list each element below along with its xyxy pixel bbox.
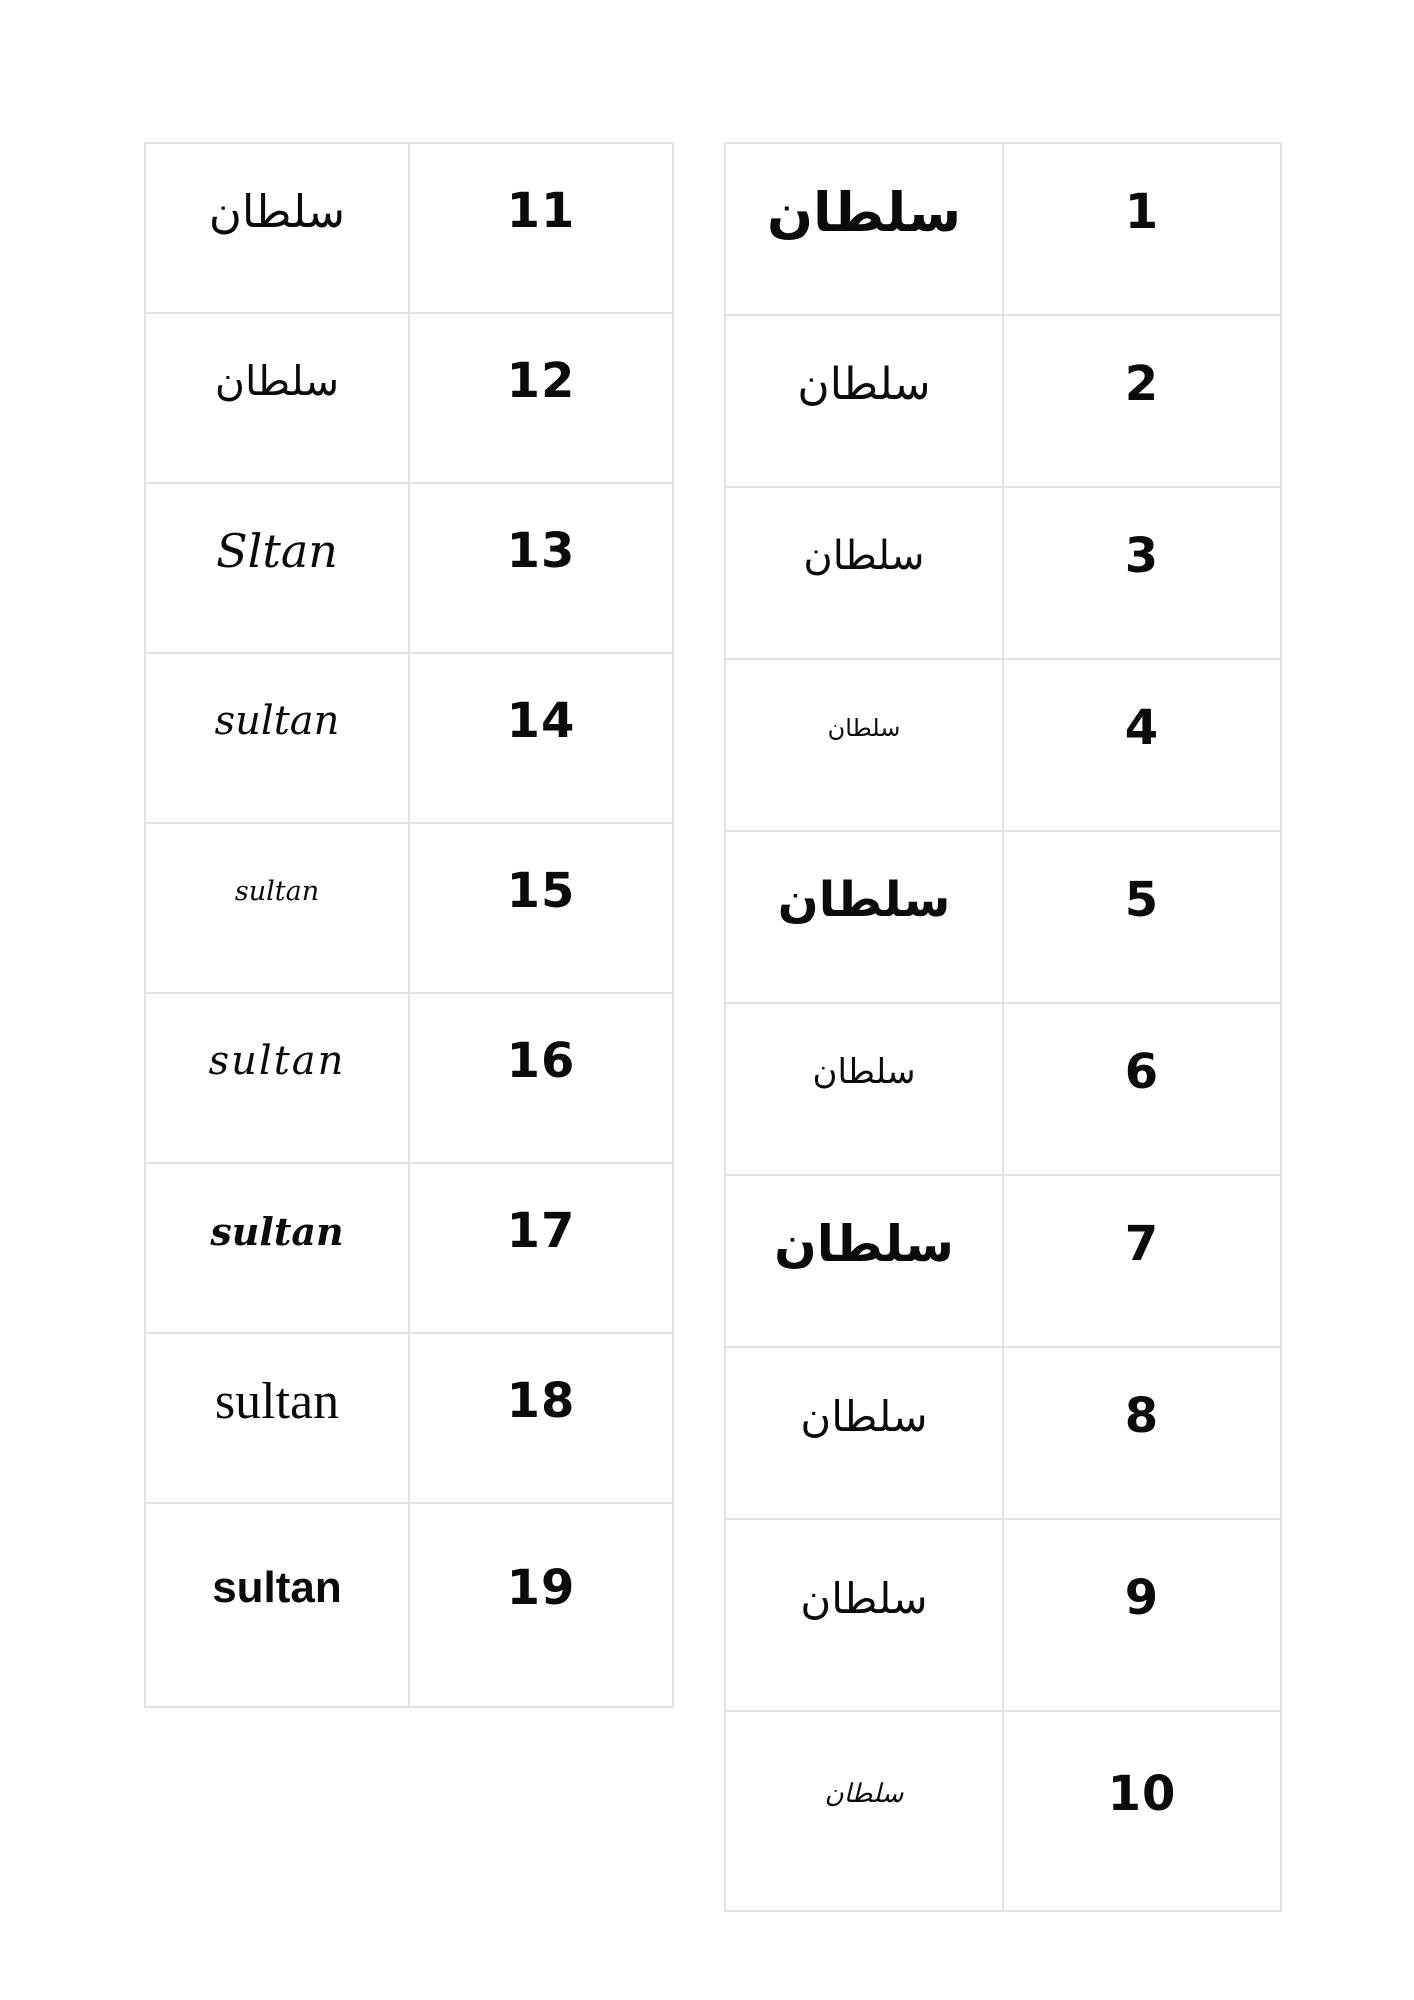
font-row-13: Sltan 13 [144,482,674,654]
font-number-cell: 3 [1002,486,1282,660]
font-number-cell: 2 [1002,314,1282,488]
font-row-1: سلطان 1 [724,142,1282,316]
font-row-7: سلطان 7 [724,1174,1282,1348]
font-row-12: سلطان 12 [144,312,674,484]
font-sample-cell: سلطان [724,1710,1004,1912]
font-row-19: sultan 19 [144,1502,674,1708]
font-sample-cell: سلطان [724,1518,1004,1712]
font-number-cell: 6 [1002,1002,1282,1176]
font-row-5: سلطان 5 [724,830,1282,1004]
font-number-cell: 19 [408,1502,674,1708]
font-sample-cell: sultan [144,652,410,824]
font-sample-cell: سلطان [724,142,1004,316]
font-row-4: سلطان 4 [724,658,1282,832]
font-sample-cell: سلطان [724,658,1004,832]
font-sample-cell: sultan [144,992,410,1164]
font-sample-cell: sultan [144,1332,410,1504]
font-number-cell: 5 [1002,830,1282,1004]
font-row-16: sultan 16 [144,992,674,1164]
font-number-cell: 18 [408,1332,674,1504]
font-row-11: سلطان 11 [144,142,674,314]
font-number-cell: 12 [408,312,674,484]
font-sample-cell: Sltan [144,482,410,654]
font-number-cell: 4 [1002,658,1282,832]
font-sample-cell: سلطان [724,486,1004,660]
font-number-cell: 1 [1002,142,1282,316]
font-row-17: sultan 17 [144,1162,674,1334]
font-number-cell: 13 [408,482,674,654]
font-number-cell: 7 [1002,1174,1282,1348]
font-sample-cell: sultan [144,1162,410,1334]
font-row-18: sultan 18 [144,1332,674,1504]
font-number-cell: 8 [1002,1346,1282,1520]
font-row-2: سلطان 2 [724,314,1282,488]
font-number-cell: 11 [408,142,674,314]
font-sample-cell: sultan [144,1502,410,1708]
font-sample-cell: سلطان [144,312,410,484]
font-row-9: سلطان 9 [724,1518,1282,1712]
font-number-cell: 9 [1002,1518,1282,1712]
font-sample-cell: سلطان [724,314,1004,488]
font-row-3: سلطان 3 [724,486,1282,660]
font-number-cell: 16 [408,992,674,1164]
font-number-cell: 10 [1002,1710,1282,1912]
font-number-cell: 17 [408,1162,674,1334]
font-sample-cell: sultan [144,822,410,994]
font-row-6: سلطان 6 [724,1002,1282,1176]
font-number-cell: 15 [408,822,674,994]
font-table-11-19: سلطان 11 سلطان 12 Sltan 13 sultan 14 sul… [144,142,674,1708]
font-sample-cell: سلطان [724,1346,1004,1520]
font-sample-cell: سلطان [144,142,410,314]
font-sample-cell: سلطان [724,1002,1004,1176]
font-row-10: سلطان 10 [724,1710,1282,1912]
font-row-14: sultan 14 [144,652,674,824]
font-row-15: sultan 15 [144,822,674,994]
font-sample-cell: سلطان [724,830,1004,1004]
font-sample-cell: سلطان [724,1174,1004,1348]
font-table-1-10: سلطان 1 سلطان 2 سلطان 3 سلطان 4 سلطان 5 … [724,142,1282,1912]
font-number-cell: 14 [408,652,674,824]
font-row-8: سلطان 8 [724,1346,1282,1520]
